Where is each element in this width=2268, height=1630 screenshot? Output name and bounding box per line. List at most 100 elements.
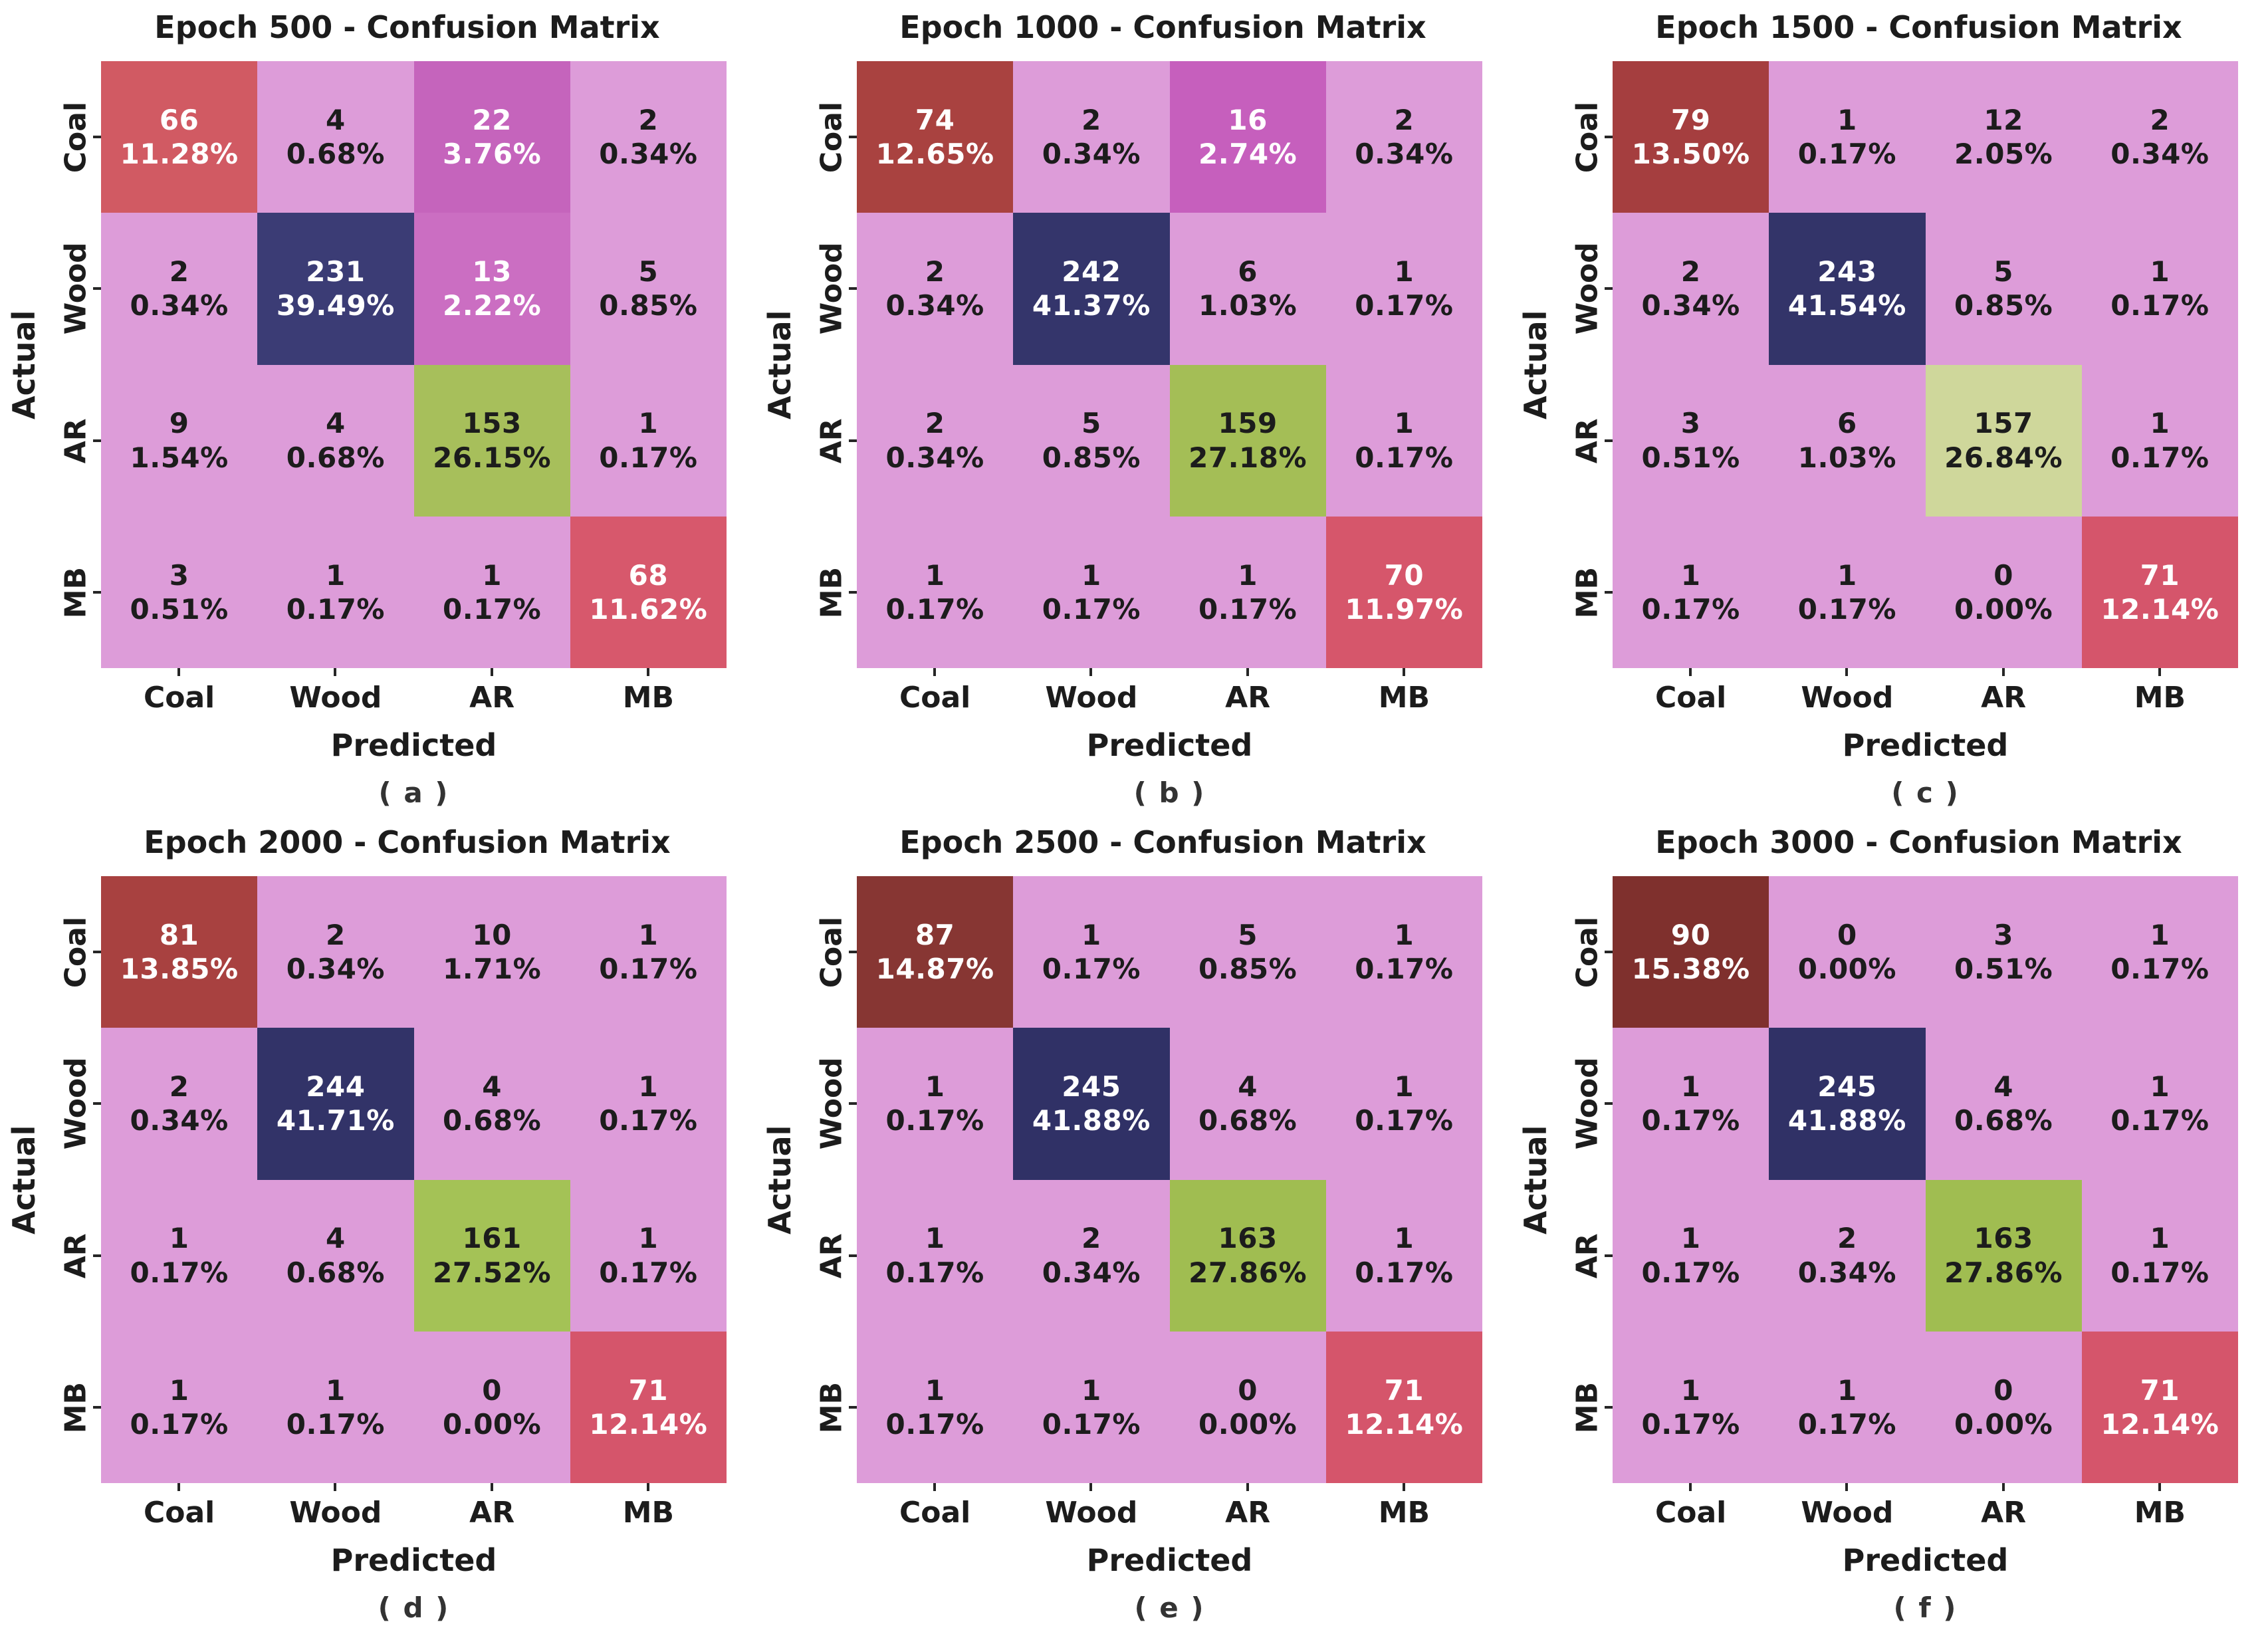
x-axis-tick: [1689, 1483, 1692, 1491]
cell-percent: 0.17%: [599, 441, 698, 474]
y-axis-label: Actual: [1518, 1125, 1553, 1234]
cell-percent: 0.17%: [885, 592, 984, 626]
cell-percent: 11.97%: [1345, 592, 1464, 626]
cell-count: 1: [1394, 1222, 1415, 1255]
y-axis-tick: [1605, 1254, 1613, 1257]
cell-percent: 0.17%: [1355, 289, 1454, 322]
x-tick-label: Coal: [899, 681, 971, 715]
cell-percent: 0.34%: [1797, 1256, 1896, 1289]
cell-count: 66: [159, 103, 199, 136]
y-tick-label: AR: [814, 1232, 849, 1278]
matrix-cell: 2 0.34%: [1613, 213, 1769, 365]
matrix-cell: 2 0.34%: [857, 364, 1014, 517]
cell-count: 1: [326, 1373, 346, 1407]
cell-percent: 2.22%: [443, 289, 542, 322]
confusion-matrix-grid: 90 15.38% 0 0.00% 3 0.51% 1 0.17% 1 0.17% 245 41.88…: [1613, 876, 2238, 1483]
cell-percent: 0.17%: [130, 1256, 229, 1289]
subplot-title: Epoch 2000 - Confusion Matrix: [144, 824, 671, 860]
x-axis-tick: [1089, 668, 1093, 676]
cell-count: 1: [925, 1373, 945, 1407]
matrix-cell: 79 13.50%: [1613, 61, 1769, 213]
matrix-cell: 66 11.28%: [101, 61, 258, 213]
cell-count: 2: [169, 1070, 189, 1104]
y-tick-label: Wood: [58, 1057, 93, 1150]
cell-percent: 0.17%: [885, 1407, 984, 1441]
matrix-cell: 2 0.34%: [2081, 61, 2238, 213]
confusion-matrix-grid: 66 11.28% 4 0.68% 22 3.76% 2 0.34% 2 0.34% 231 39.4…: [101, 61, 727, 668]
matrix-cell: 74 12.65%: [857, 61, 1014, 213]
matrix-cell: 1 0.17%: [1769, 1331, 1926, 1483]
cell-percent: 1.03%: [1198, 289, 1298, 322]
cell-percent: 0.34%: [885, 289, 984, 322]
x-axis-ticks: [857, 1483, 1482, 1491]
cell-count: 1: [2150, 255, 2170, 289]
cell-percent: 14.87%: [875, 953, 994, 986]
x-tick-label: AR: [1225, 681, 1271, 715]
y-axis-label: Actual: [1518, 310, 1553, 419]
x-tick-labels: Coal Wood AR MB: [1613, 681, 2238, 715]
cell-percent: 0.17%: [1198, 592, 1298, 626]
y-axis-label: Actual: [6, 310, 42, 419]
cell-percent: 2.74%: [1198, 138, 1298, 171]
cell-count: 3: [1993, 918, 2013, 951]
cell-percent: 0.17%: [1042, 1407, 1141, 1441]
subplot-title: Epoch 3000 - Confusion Matrix: [1655, 824, 2182, 860]
x-tick-label: MB: [2134, 1496, 2186, 1530]
cell-percent: 27.86%: [1944, 1256, 2063, 1289]
cell-count: 9: [169, 407, 189, 440]
y-axis-tick: [93, 439, 101, 442]
matrix-cell: 5 0.85%: [570, 213, 727, 365]
cell-count: 71: [1384, 1373, 1424, 1407]
cell-count: 1: [638, 407, 659, 440]
cell-count: 161: [462, 1222, 522, 1255]
x-tick-label: Wood: [1045, 681, 1138, 715]
cell-percent: 0.17%: [1042, 953, 1141, 986]
subplot-caption: ( e ): [1134, 1591, 1205, 1624]
cell-count: 153: [462, 407, 522, 440]
cell-percent: 11.62%: [589, 592, 708, 626]
x-axis-ticks: [101, 1483, 727, 1491]
y-axis-tick: [93, 1405, 101, 1409]
cell-percent: 0.00%: [443, 1407, 542, 1441]
subplot-title: Epoch 1000 - Confusion Matrix: [899, 9, 1426, 45]
matrix-cell: 1 0.17%: [1769, 516, 1926, 668]
cell-percent: 0.17%: [1641, 592, 1740, 626]
cell-count: 2: [925, 255, 945, 289]
cell-count: 1: [169, 1373, 189, 1407]
y-axis-tick: [849, 590, 857, 594]
matrix-cell: 70 11.97%: [1325, 516, 1482, 668]
cell-percent: 0.68%: [286, 1256, 385, 1289]
cell-percent: 0.34%: [1355, 138, 1454, 171]
cell-count: 5: [1081, 407, 1101, 440]
matrix-cell: 243 41.54%: [1769, 213, 1926, 365]
cell-percent: 0.34%: [286, 953, 385, 986]
x-axis-tick: [2001, 668, 2005, 676]
matrix-cell: 4 0.68%: [257, 1179, 414, 1332]
cell-percent: 1.03%: [1797, 441, 1896, 474]
matrix-cell: 231 39.49%: [257, 213, 414, 365]
x-tick-labels: Coal Wood AR MB: [101, 681, 727, 715]
cell-percent: 0.85%: [599, 289, 698, 322]
matrix-cell: 1 0.17%: [857, 516, 1014, 668]
x-axis-tick: [933, 1483, 936, 1491]
cell-percent: 27.86%: [1189, 1256, 1307, 1289]
x-tick-label: MB: [1378, 681, 1430, 715]
cell-percent: 41.54%: [1787, 289, 1906, 322]
x-axis-tick: [1246, 1483, 1249, 1491]
x-tick-label: Wood: [1801, 681, 1894, 715]
x-axis-tick: [1246, 668, 1249, 676]
matrix-cell: 1 0.17%: [857, 1331, 1014, 1483]
x-tick-label: AR: [1981, 681, 2027, 715]
matrix-cell: 1 0.17%: [1769, 61, 1926, 213]
cell-percent: 12.65%: [875, 138, 994, 171]
y-tick-label: Coal: [814, 916, 849, 988]
y-axis-tick: [1605, 590, 1613, 594]
matrix-cell: 1 0.17%: [2081, 1028, 2238, 1180]
matrix-cell: 0 0.00%: [413, 1331, 570, 1483]
matrix-cell: 1 0.17%: [1613, 516, 1769, 668]
matrix-cell: 71 12.14%: [570, 1331, 727, 1483]
x-tick-labels: Coal Wood AR MB: [101, 1496, 727, 1530]
cell-count: 1: [1081, 1373, 1101, 1407]
matrix-cell: 1 0.17%: [570, 876, 727, 1028]
cell-percent: 0.17%: [286, 1407, 385, 1441]
